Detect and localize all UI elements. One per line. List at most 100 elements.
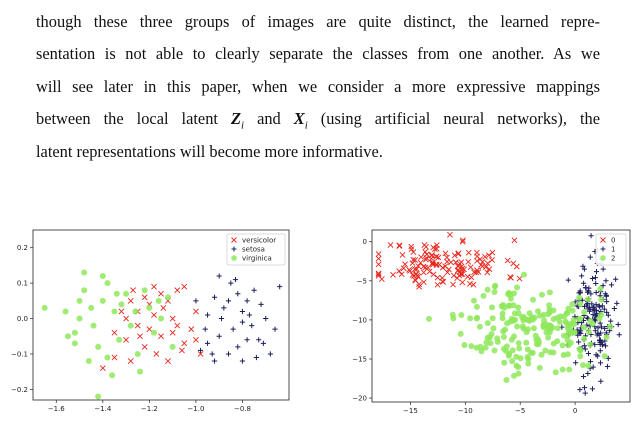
data-point-circle	[547, 349, 554, 356]
data-point-plus	[602, 325, 608, 332]
data-point-plus	[605, 312, 611, 318]
data-point-circle	[564, 332, 571, 339]
data-point-plus	[592, 275, 599, 281]
data-point-circle	[510, 333, 517, 340]
data-point-plus	[590, 364, 596, 370]
data-point-circle	[76, 297, 83, 304]
data-point-plus	[603, 292, 609, 298]
data-point-x	[482, 253, 488, 260]
data-point-x	[158, 333, 164, 340]
data-point-x	[420, 269, 427, 276]
paragraph: though these three groups of images are …	[36, 6, 600, 168]
data-point-circle	[571, 329, 578, 336]
data-point-x	[508, 274, 514, 281]
data-point-plus	[600, 283, 606, 289]
data-point-circle	[169, 343, 176, 350]
data-point-x	[375, 270, 382, 277]
data-point-x	[470, 281, 477, 288]
data-point-plus	[593, 269, 600, 275]
data-point-plus	[577, 328, 584, 334]
paragraph-line: though these three groups of images are …	[36, 12, 600, 31]
x-tick-label: −1.2	[141, 405, 158, 413]
data-point-x	[479, 258, 486, 265]
data-point-circle	[566, 366, 573, 373]
data-point-plus	[597, 360, 604, 366]
data-point-plus	[581, 266, 588, 272]
data-point-plus	[256, 337, 262, 343]
data-point-circle	[491, 289, 498, 296]
data-point-plus	[602, 343, 609, 349]
data-point-x	[486, 266, 493, 273]
data-point-circle	[109, 372, 116, 379]
data-point-plus	[235, 344, 241, 350]
data-point-circle	[587, 341, 594, 348]
data-point-plus	[614, 300, 620, 306]
data-point-circle	[525, 360, 532, 367]
series-0	[375, 231, 523, 290]
x-tick-label: 0	[573, 407, 577, 415]
data-point-plus	[583, 285, 589, 291]
data-point-circle	[559, 342, 566, 349]
data-point-circle	[513, 353, 520, 360]
data-point-x	[460, 237, 466, 244]
data-point-x	[408, 246, 415, 253]
data-point-x	[452, 259, 459, 266]
data-point-x	[141, 294, 148, 301]
data-point-circle	[467, 315, 474, 322]
data-point-plus	[598, 324, 605, 330]
data-point-plus	[589, 275, 596, 282]
data-point-x	[192, 308, 199, 315]
data-point-circle	[533, 336, 540, 343]
paragraph-line: latent representations will become more …	[36, 141, 383, 161]
data-point-circle	[539, 291, 546, 298]
y-tick-label: 0	[363, 238, 367, 246]
data-point-circle	[581, 335, 588, 342]
data-point-circle	[81, 287, 88, 294]
data-point-plus	[577, 387, 583, 393]
data-point-plus	[239, 308, 246, 315]
data-point-circle	[457, 330, 464, 337]
data-point-circle	[449, 311, 456, 318]
data-point-circle	[564, 351, 571, 358]
data-point-plus	[599, 303, 605, 309]
data-point-plus	[616, 332, 622, 338]
data-point-plus	[579, 273, 585, 279]
data-point-circle	[587, 317, 594, 324]
data-point-x	[415, 263, 422, 269]
x-tick-label: −15	[403, 407, 418, 415]
data-point-circle	[525, 355, 532, 362]
plot-frame	[32, 229, 290, 401]
data-point-x	[127, 358, 134, 364]
data-point-plus	[615, 321, 621, 328]
data-point-x	[467, 280, 473, 287]
text-span: between the local latent	[36, 109, 231, 129]
data-point-circle	[530, 325, 537, 332]
data-point-circle	[576, 346, 583, 353]
data-point-circle	[530, 296, 537, 303]
data-point-plus	[249, 323, 255, 329]
data-point-circle	[562, 318, 569, 325]
data-point-x	[435, 254, 442, 261]
data-point-plus	[604, 298, 610, 305]
legend-label: 2	[611, 255, 615, 263]
data-point-plus	[232, 276, 239, 283]
data-point-circle	[155, 297, 162, 304]
latent-z-symbol: Z	[230, 109, 241, 129]
data-point-circle	[489, 315, 496, 322]
data-point-circle	[141, 287, 148, 294]
data-point-plus	[595, 330, 601, 336]
data-point-plus	[595, 325, 601, 331]
data-point-plus	[216, 273, 222, 279]
data-point-plus	[585, 306, 591, 312]
data-point-x	[137, 333, 143, 340]
data-point-plus	[244, 337, 250, 343]
data-point-circle	[523, 339, 530, 346]
data-point-circle	[601, 353, 608, 360]
data-point-plus	[216, 333, 222, 339]
data-point-circle	[473, 303, 480, 310]
y-tick-label: −5	[357, 277, 367, 285]
data-point-x	[123, 336, 130, 343]
data-point-circle	[585, 362, 592, 369]
